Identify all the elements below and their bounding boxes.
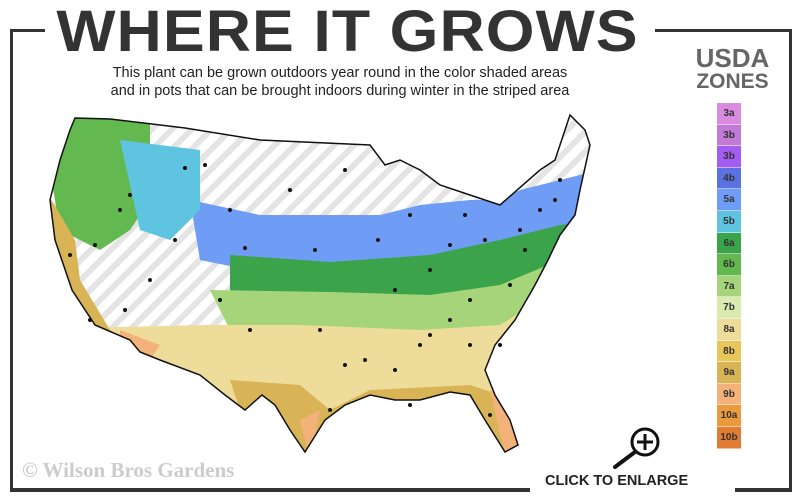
city-dot [118, 208, 122, 212]
subtitle-line: and in pots that can be brought indoors … [110, 83, 570, 99]
frame-top-right [655, 29, 792, 32]
frame-left [10, 29, 13, 491]
city-dot [428, 333, 432, 337]
zone-7-band [210, 260, 590, 335]
zone-6-band [230, 220, 590, 300]
city-dot [428, 268, 432, 272]
city-dot [363, 358, 367, 362]
click-to-enlarge-button[interactable]: CLICK TO ENLARGE [545, 473, 689, 489]
legend-zone-10b: 10b [717, 426, 741, 449]
legend-title-line1: USDA [695, 43, 770, 73]
zone-florida-band [490, 390, 520, 452]
zone-legend: 3a 3b 3b 4b 5a 5b 6a 6b 7a 7b 8a 8b 9a 9b 10a 10b [717, 103, 741, 449]
subtitle: This plant can be grown outdoors year ro… [40, 64, 640, 100]
legend-zone-10a: 10a [717, 405, 741, 427]
city-dot [463, 213, 467, 217]
city-dot [228, 208, 232, 212]
city-dot [448, 243, 452, 247]
page-title: WHERE IT GROWS [56, 0, 639, 64]
legend-zone-3b: 3b [717, 124, 741, 147]
legend-zone-7b: 7b [717, 297, 741, 319]
city-dot [343, 363, 347, 367]
city-dot [128, 193, 132, 197]
legend-zone-4b: 4b [717, 167, 741, 190]
frame-bottom-left [10, 488, 530, 492]
legend-zone-8a: 8a [717, 318, 741, 341]
legend-zone-5a: 5a [717, 189, 741, 211]
city-dot [488, 413, 492, 417]
frame-top-left [10, 29, 45, 32]
city-dot [123, 308, 127, 312]
city-dot [343, 168, 347, 172]
city-dot [88, 318, 92, 322]
zone-9-band [230, 380, 520, 452]
legend-zone-7a: 7a [717, 275, 741, 298]
subtitle-line: This plant can be grown outdoors year ro… [112, 65, 568, 81]
frame-bottom-right [735, 488, 792, 492]
city-dot [148, 278, 152, 282]
city-dot [408, 403, 412, 407]
city-dot [203, 163, 207, 167]
legend-zone-8b: 8b [717, 340, 741, 363]
city-dot [248, 328, 252, 332]
legend-zone-3b: 3b [717, 146, 741, 168]
city-dot [518, 228, 522, 232]
city-dot [538, 208, 542, 212]
city-dot [376, 238, 380, 242]
city-dot [393, 288, 397, 292]
city-dot [418, 343, 422, 347]
city-dot [313, 248, 317, 252]
city-dot [393, 368, 397, 372]
legend-zone-9a: 9a [717, 362, 741, 384]
city-dot [448, 318, 452, 322]
city-dot [288, 188, 292, 192]
legend-zone-5b: 5b [717, 210, 741, 233]
city-dot [318, 328, 322, 332]
zone-south-texas-band [300, 410, 320, 452]
city-dot [183, 166, 187, 170]
city-dot [468, 343, 472, 347]
city-dot [498, 343, 502, 347]
city-dot [173, 238, 177, 242]
city-dot [408, 213, 412, 217]
legend-zone-3a: 3a [717, 103, 741, 125]
city-dot [243, 246, 247, 250]
city-dot [218, 298, 222, 302]
city-dot [93, 243, 97, 247]
legend-title: USDA ZONES [675, 43, 790, 94]
zone-mountain-band [120, 140, 200, 240]
city-dot [553, 198, 557, 202]
city-dot [523, 248, 527, 252]
city-dot [468, 298, 472, 302]
city-dot [558, 178, 562, 182]
city-dot [328, 408, 332, 412]
magnifier-plus-icon[interactable] [605, 425, 665, 470]
city-dot [508, 283, 512, 287]
frame-right [789, 29, 792, 491]
city-dot [483, 238, 487, 242]
legend-title-line2: ZONES [696, 70, 769, 93]
legend-zone-9b: 9b [717, 383, 741, 406]
legend-zone-6b: 6b [717, 254, 741, 276]
city-dot [68, 253, 72, 257]
watermark: © Wilson Bros Gardens [22, 458, 235, 482]
legend-zone-6a: 6a [717, 232, 741, 255]
